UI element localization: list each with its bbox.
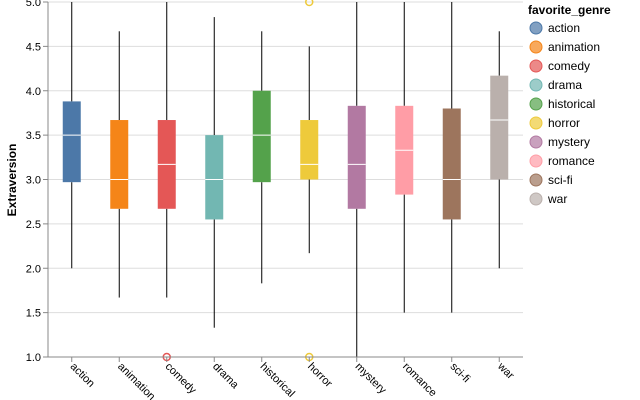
x-tick-label: historical	[258, 361, 297, 400]
box-action	[62, 101, 81, 183]
y-tick-label: 3.5	[26, 130, 41, 142]
legend-label-romance: romance	[548, 154, 595, 168]
box-animation	[110, 120, 129, 209]
outlier-point	[305, 0, 314, 7]
y-tick-label: 3.0	[26, 175, 41, 187]
x-tick-label: mystery	[353, 361, 389, 397]
box-drama	[205, 135, 224, 220]
x-tick-label: comedy	[163, 361, 199, 397]
x-tick-label: drama	[210, 361, 241, 392]
box-layer	[62, 75, 509, 220]
x-tick-label: romance	[400, 361, 439, 400]
y-axis-title: Extraversion	[5, 144, 19, 217]
legend-swatch-animation	[529, 40, 543, 54]
legend-swatch-comedy	[529, 59, 543, 73]
legend-label-horror: horror	[548, 116, 580, 130]
legend-label-mystery: mystery	[548, 135, 590, 149]
legend-swatch-war	[529, 192, 543, 206]
legend-swatch-romance	[529, 154, 543, 168]
legend-swatch-mystery	[529, 135, 543, 149]
y-tick-label: 4.0	[26, 86, 41, 98]
legend-title: favorite_genre	[528, 3, 611, 17]
y-tick-label: 2.5	[26, 219, 41, 231]
legend-swatch-horror	[529, 116, 543, 130]
y-tick-label: 5.0	[26, 0, 41, 9]
legend-label-war: war	[547, 192, 567, 206]
legend-label-drama: drama	[548, 78, 582, 92]
y-tick-label: 1.0	[26, 352, 41, 364]
legend-swatch-sci-fi	[529, 173, 543, 187]
box-historical	[252, 90, 271, 183]
legend-label-comedy: comedy	[548, 59, 590, 73]
box-mystery	[347, 105, 366, 209]
y-tick-label: 4.5	[26, 41, 41, 53]
x-tick-label: horror	[305, 361, 334, 390]
y-tick-label: 1.5	[26, 308, 41, 320]
outlier-layer	[162, 0, 314, 362]
legend-label-sci-fi: sci-fi	[548, 173, 573, 187]
x-tick-label: war	[494, 360, 516, 382]
x-tick-label: sci-fi	[448, 361, 472, 385]
legend: favorite_genre action animation comedy dram…	[528, 3, 611, 206]
y-tick-label: 2.0	[26, 263, 41, 275]
box-sci-fi	[442, 108, 461, 220]
legend-label-historical: historical	[548, 97, 595, 111]
box-war	[490, 75, 509, 180]
whisker-layer	[71, 2, 500, 357]
legend-label-action: action	[548, 21, 580, 35]
x-tick-label: action	[68, 361, 97, 390]
legend-items: action animation comedy drama historical horr…	[529, 21, 600, 206]
legend-swatch-drama	[529, 78, 543, 92]
box-horror	[300, 120, 319, 180]
legend-swatch-action	[529, 21, 543, 35]
legend-label-animation: animation	[548, 40, 600, 54]
x-tick-label: animation	[115, 361, 157, 400]
legend-swatch-historical	[529, 97, 543, 111]
